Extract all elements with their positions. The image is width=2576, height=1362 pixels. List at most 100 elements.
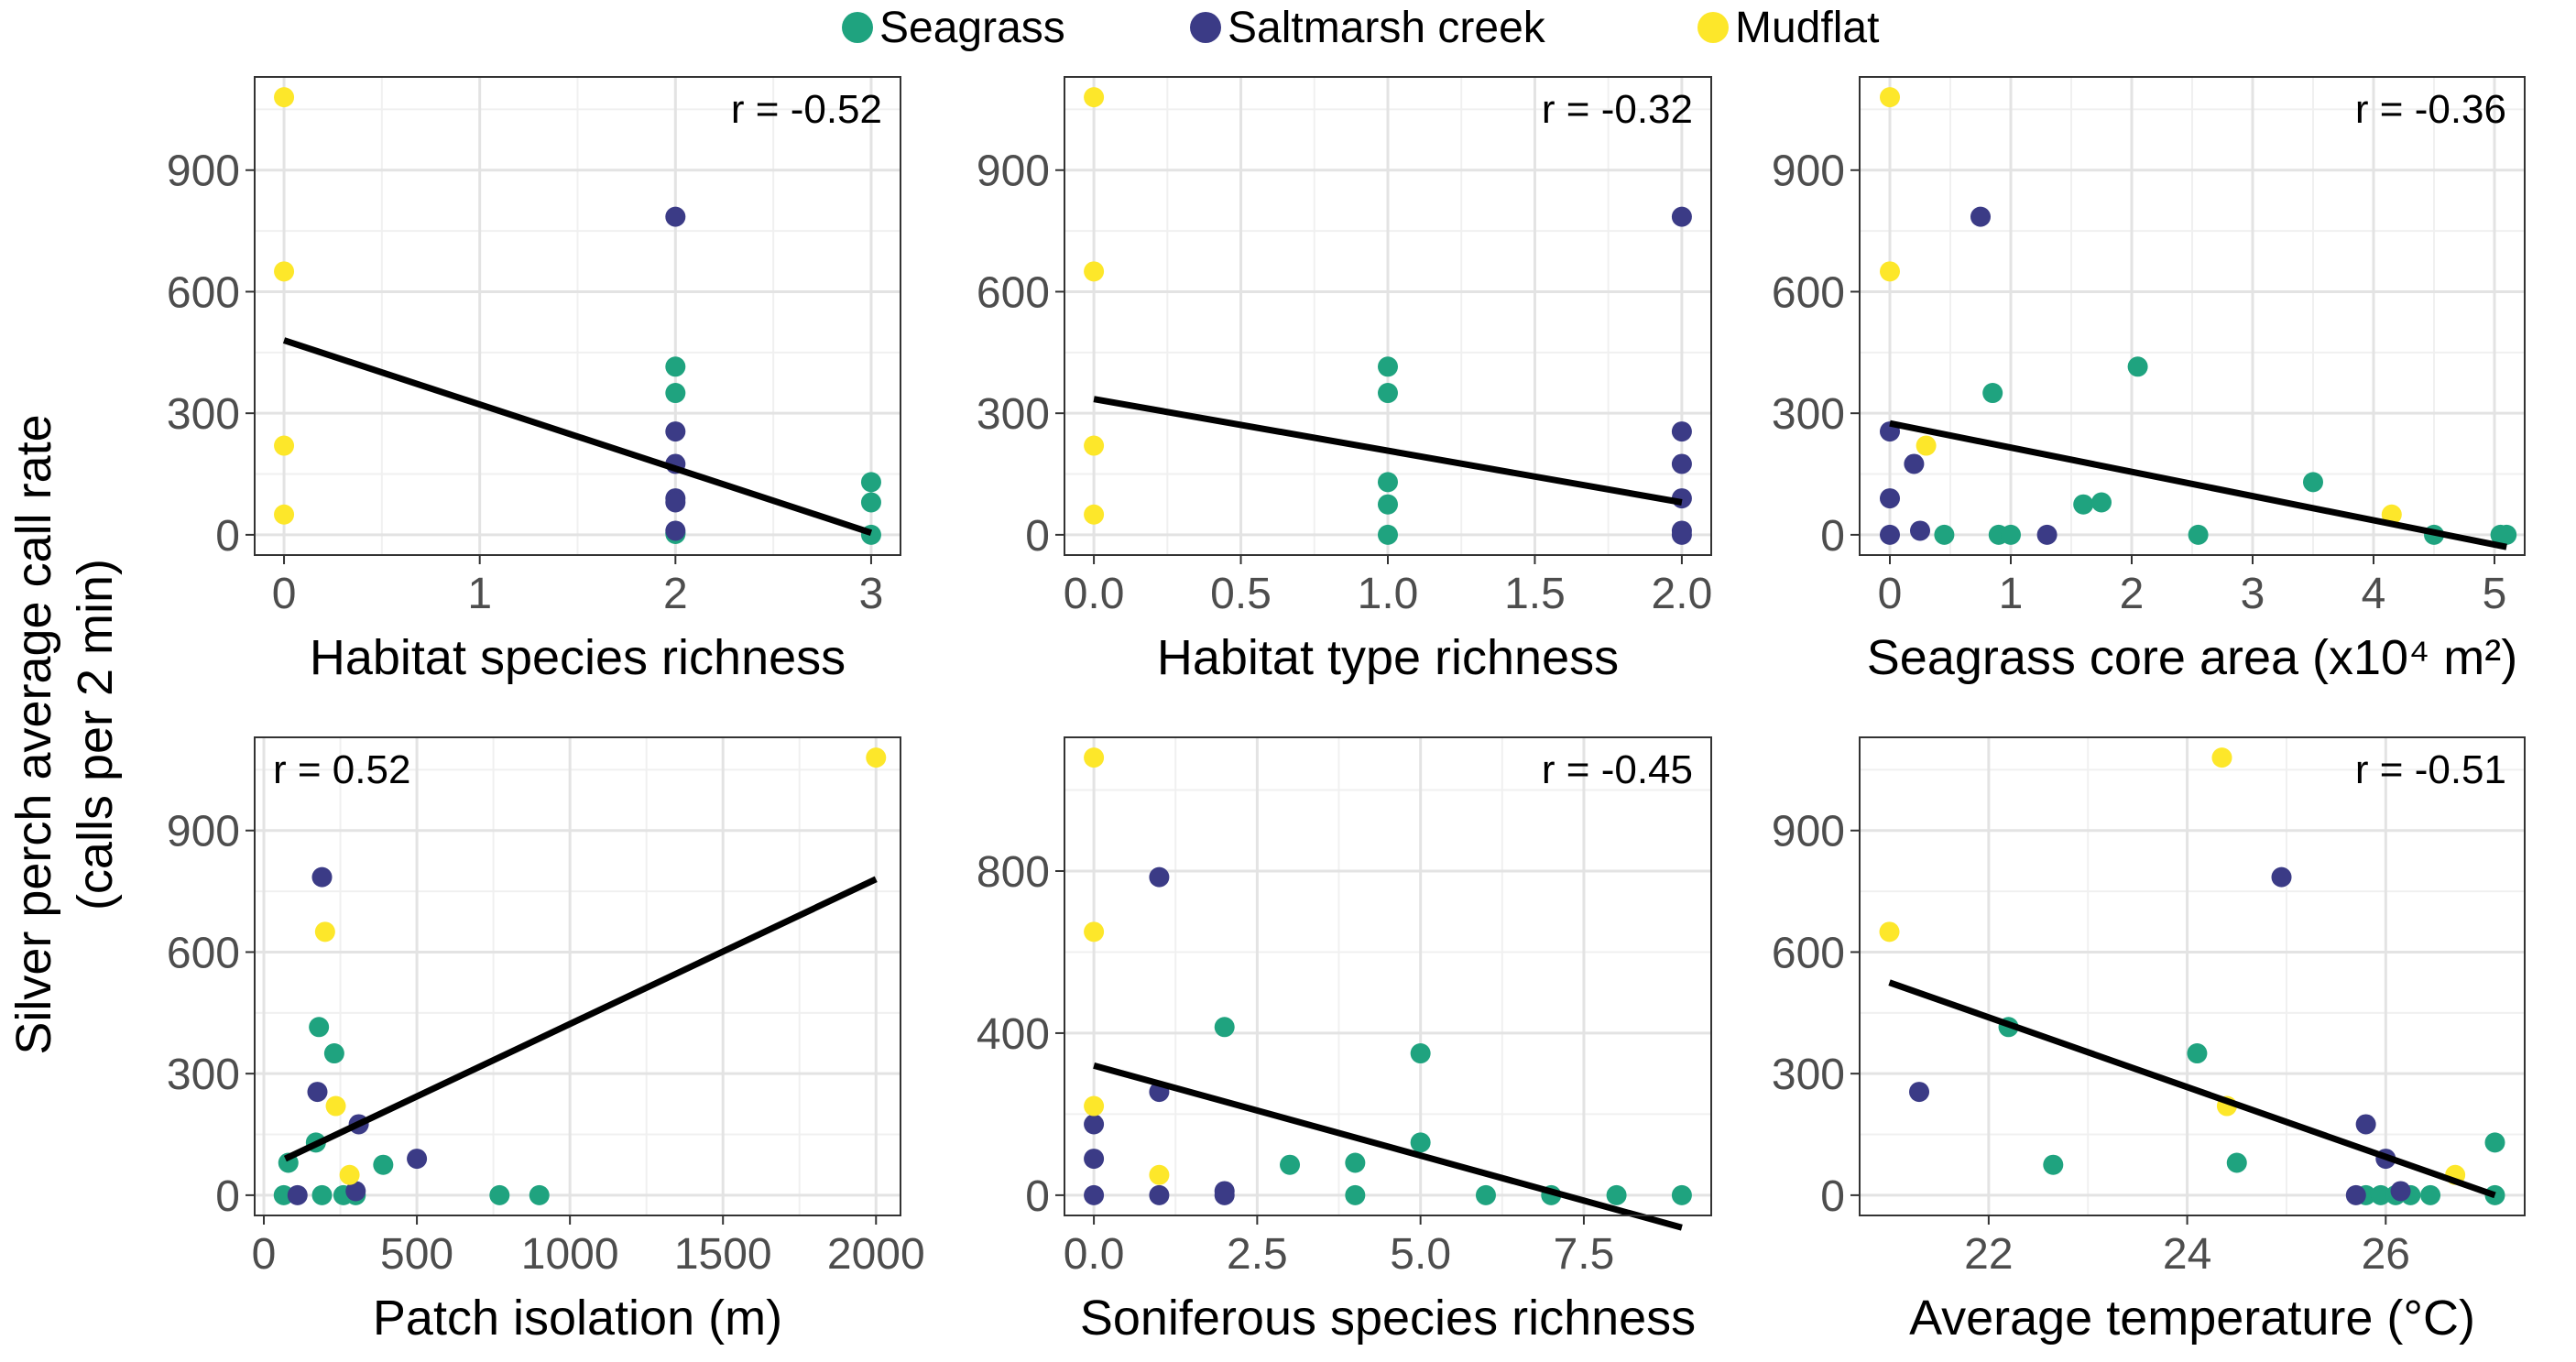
point-mudflat (1084, 504, 1105, 525)
point-seagrass (2370, 1184, 2391, 1205)
y-tick-label: 600 (977, 268, 1050, 317)
x-tick-label: 5.0 (1390, 1230, 1451, 1279)
point-seagrass (2043, 1154, 2064, 1175)
point-seagrass (1410, 1132, 1431, 1153)
point-saltmarsh-creek (1214, 1184, 1235, 1205)
point-seagrass (665, 356, 686, 377)
legend-label-saltmarsh-creek: Saltmarsh creek (1228, 4, 1546, 52)
x-tick-label: 2.5 (1227, 1230, 1288, 1279)
panel-5: 0.0 2.5 5.0 7.5 0 400 800 Soniferous species ri… (977, 736, 1712, 1346)
point-saltmarsh-creek (1909, 1082, 1930, 1103)
point-mudflat (325, 1095, 346, 1117)
x-axis-ticks: 22 24 26 (1964, 1215, 2410, 1279)
y-axis-ticks: 0 300 600 900 (977, 147, 1064, 561)
point-mudflat (1149, 1164, 1170, 1185)
x-axis-title: Habitat type richness (1157, 630, 1619, 685)
point-mudflat (274, 504, 295, 525)
point-seagrass (1378, 356, 1398, 377)
y-tick-label: 0 (1025, 1172, 1050, 1221)
legend-item-seagrass: Seagrass (842, 4, 1065, 52)
regression-line (283, 876, 878, 1162)
x-tick-label: 7.5 (1554, 1230, 1615, 1279)
x-tick-label: 3 (2241, 570, 2265, 618)
point-seagrass (1214, 1017, 1235, 1038)
point-seagrass (2001, 524, 2021, 545)
point-saltmarsh-creek (1084, 1149, 1105, 1170)
x-tick-label: 0 (1878, 570, 1903, 618)
x-tick-label: 3 (859, 570, 884, 618)
y-tick-label: 600 (167, 268, 240, 317)
point-saltmarsh-creek (1671, 453, 1692, 474)
point-seagrass (2496, 524, 2517, 545)
x-tick-label: 5 (2483, 570, 2507, 618)
point-saltmarsh-creek (2355, 1114, 2376, 1135)
x-tick-label: 2 (2120, 570, 2145, 618)
correlation-label: r = -0.32 (1542, 87, 1693, 132)
point-seagrass (1378, 494, 1398, 515)
y-tick-label: 600 (167, 929, 240, 977)
x-axis-ticks: 0 1 2 3 (272, 555, 884, 618)
point-mudflat (1880, 87, 1900, 108)
regression-line (1093, 1062, 1683, 1231)
point-saltmarsh-creek (307, 1082, 328, 1103)
point-saltmarsh-creek (1149, 1184, 1170, 1205)
regression-line (282, 337, 873, 536)
y-tick-label: 900 (977, 147, 1050, 196)
y-axis-title-line-2: (calls per 2 min) (68, 559, 123, 910)
x-tick-label: 4 (2362, 570, 2386, 618)
x-tick-label: 1 (1999, 570, 2024, 618)
point-seagrass (1345, 1152, 1366, 1173)
x-tick-label: 1500 (674, 1230, 772, 1279)
x-axis-title: Average temperature (°C) (1909, 1291, 2475, 1346)
panel-border (254, 76, 901, 556)
data-points (1084, 87, 1692, 545)
point-seagrass (2188, 524, 2209, 545)
regression-line (1888, 979, 2496, 1199)
point-saltmarsh-creek (665, 206, 686, 227)
legend-label-mudflat: Mudflat (1735, 4, 1879, 52)
x-tick-label: 1000 (521, 1230, 619, 1279)
panel-background (1860, 737, 2525, 1215)
x-tick-label: 1.5 (1504, 570, 1566, 618)
point-saltmarsh-creek (1904, 453, 1925, 474)
point-saltmarsh-creek (1880, 488, 1900, 509)
y-axis-ticks: 0 300 600 900 (167, 147, 255, 561)
point-mudflat (1879, 921, 1900, 943)
point-saltmarsh-creek (2036, 524, 2058, 545)
regression-line (1093, 396, 1683, 506)
legend-swatch-saltmarsh-creek (1190, 12, 1221, 43)
legend: Seagrass Saltmarsh creek Mudflat (842, 4, 1879, 52)
y-tick-label: 300 (1772, 390, 1845, 439)
x-tick-label: 24 (2163, 1230, 2211, 1279)
panel-border (1859, 736, 2526, 1216)
x-axis-title: Soniferous species richness (1080, 1291, 1696, 1346)
point-seagrass (2091, 492, 2112, 513)
point-mudflat (1916, 435, 1937, 456)
point-saltmarsh-creek (311, 866, 333, 888)
point-mudflat (1880, 261, 1900, 282)
y-axis-title-line-1: Silver perch average call rate (6, 414, 61, 1054)
x-axis-ticks: 0 500 1000 1500 2000 (252, 1215, 925, 1279)
regression-line (1889, 419, 2507, 550)
legend-item-mudflat: Mudflat (1697, 4, 1879, 52)
y-tick-label: 0 (215, 1172, 240, 1221)
minor-gridlines (1860, 77, 2525, 555)
x-tick-label: 2000 (827, 1230, 925, 1279)
point-seagrass (1345, 1184, 1366, 1205)
y-tick-label: 0 (1820, 512, 1845, 561)
point-seagrass (1378, 383, 1398, 404)
x-tick-label: 26 (2362, 1230, 2410, 1279)
y-tick-label: 800 (977, 848, 1050, 897)
point-mudflat (339, 1164, 360, 1185)
point-saltmarsh-creek (1910, 520, 1930, 541)
y-tick-label: 600 (1772, 929, 1845, 977)
correlation-label: r = -0.45 (1542, 747, 1693, 792)
y-tick-label: 900 (1772, 147, 1845, 196)
point-mudflat (1084, 1095, 1105, 1117)
legend-swatch-mudflat (1697, 12, 1729, 43)
point-saltmarsh-creek (1671, 206, 1692, 227)
y-tick-label: 0 (1820, 1172, 1845, 1221)
panel-4: 0 500 1000 1500 2000 0 300 600 900 Patch isolatio… (167, 736, 925, 1346)
point-mudflat (314, 921, 335, 943)
point-mudflat (1084, 87, 1105, 108)
